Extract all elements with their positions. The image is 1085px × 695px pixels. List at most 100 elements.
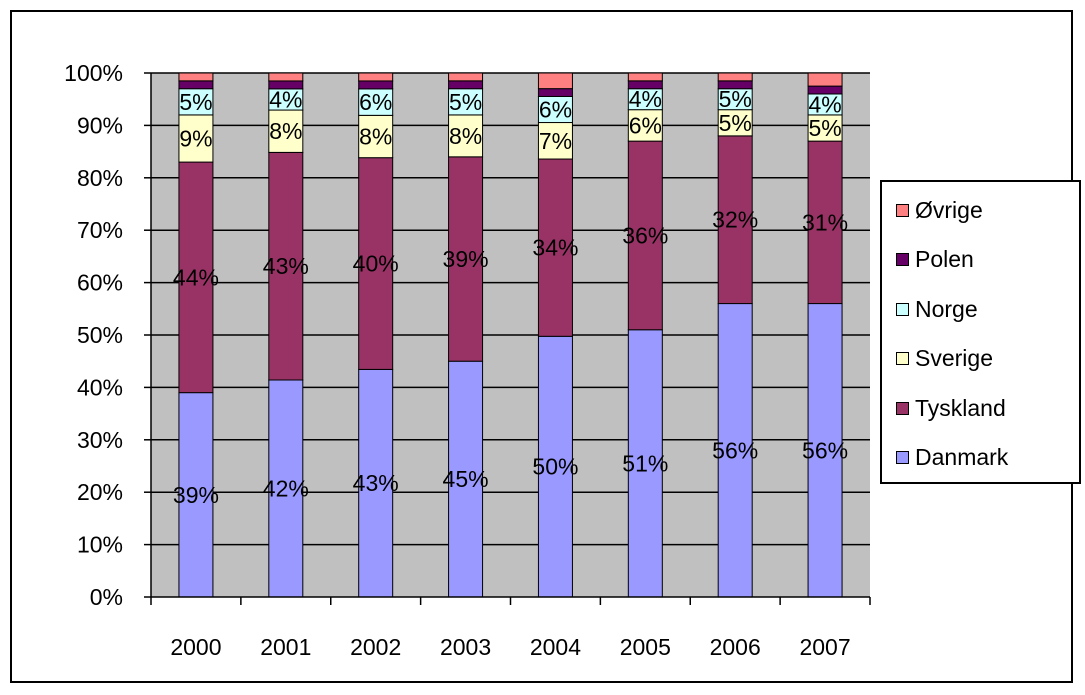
bar-segment-sverige [627,109,663,142]
data-label: 4% [808,91,841,117]
legend: Øvrige Polen Norge Sverige Tyskland Danmark [880,180,1081,484]
bar-segment-danmark [627,329,663,598]
bar-segment-sverige [537,122,573,160]
bar-segment-polen [448,80,484,90]
data-label: 31% [802,209,848,235]
bar-segment-sverige [358,114,394,159]
legend-label: Sverige [915,345,993,371]
x-tick-label: 2006 [710,634,761,660]
x-tick-label: 2002 [350,634,401,660]
data-label: 5% [449,89,482,115]
bar-segment-sverige [448,114,484,158]
data-label: 56% [802,437,848,463]
data-label: 44% [173,264,219,290]
bar-segment-øvrige [537,72,573,90]
y-tick-label: 10% [77,532,123,558]
bar-segment-øvrige [627,72,663,82]
data-label: 6% [359,89,392,115]
legend-label: Danmark [915,444,1009,470]
y-tick-label: 50% [77,322,123,348]
bar-segment-tyskland [268,151,304,381]
legend-item: Norge [896,294,978,324]
data-label: 4% [629,86,662,112]
axes: 0% 10% 20% 30% 40% 50% 60% 70% 80% 90% 100% 2000 200… [64,60,871,660]
legend-swatch [896,352,909,365]
bar-segment-tyskland [178,161,214,394]
bar-segment-danmark [358,368,394,598]
legend-label: Norge [915,295,978,322]
bar-segment-øvrige [807,72,843,87]
data-label: 8% [269,118,302,144]
bar-segment-øvrige [178,72,214,82]
data-label: 9% [179,126,212,152]
data-label: 6% [629,112,662,138]
legend-item: Øvrige [896,195,983,225]
bar-segment-norge [537,95,573,124]
data-label: 5% [719,110,752,136]
bar-segment-øvrige [717,72,753,82]
y-tick-label: 40% [77,374,123,400]
data-label: 56% [712,437,758,463]
bar-segment-tyskland [448,156,484,362]
legend-label: Polen [915,246,974,272]
data-label: 45% [443,466,489,492]
legend-swatch [896,253,909,266]
bar-segment-sverige [807,114,843,142]
data-label: 50% [532,454,578,480]
data-label: 5% [719,86,752,112]
data-label: 34% [532,235,578,261]
bar-segment-øvrige [268,72,304,82]
bar-segment-norge [178,88,214,116]
bar-segment-tyskland [627,140,663,331]
bar-segment-øvrige [358,72,394,82]
data-label: 39% [173,482,219,508]
y-tick-label: 30% [77,427,123,453]
data-label: 8% [449,123,482,149]
legend-label: Tyskland [915,394,1006,421]
bar-segment-norge [358,88,394,116]
y-tick-label: 90% [77,112,123,138]
bar-segment-polen [178,80,214,90]
legend-item: Tyskland [896,393,1006,423]
data-label: 39% [443,246,489,272]
y-tick-label: 70% [77,217,123,243]
data-label: 7% [539,128,572,154]
bar-segment-øvrige [448,72,484,82]
y-tick-label: 20% [77,479,123,505]
data-label: 5% [179,89,212,115]
bar-segment-danmark [268,379,304,598]
data-labels: 39% 44% 9% 5% 42% 43% 8% 4% 43% 40% 8% 6% 45% 39% 8% 5%… [173,86,848,508]
data-label: 43% [263,253,309,279]
legend-item: Sverige [896,344,993,374]
y-tick-label: 0% [90,584,123,610]
x-tick-label: 2000 [170,634,221,660]
bar-segment-tyskland [717,135,753,305]
data-label: 4% [269,86,302,112]
y-tick-label: 60% [77,270,123,296]
bar-segment-polen [358,80,394,90]
legend-label: Øvrige [915,196,983,223]
legend-item: Polen [896,245,974,275]
data-label: 51% [622,450,668,476]
bars [178,72,843,598]
data-label: 32% [712,207,758,233]
x-tick-label: 2001 [260,634,311,660]
legend-swatch [896,302,909,316]
data-label: 43% [353,470,399,496]
bar-segment-danmark [717,303,753,598]
legend-swatch [896,203,909,217]
y-tick-label: 80% [77,165,123,191]
y-tick-label: 100% [64,60,123,86]
legend-swatch [896,451,909,464]
data-label: 36% [622,222,668,248]
bar-segment-polen [537,88,573,97]
bar-segment-danmark [448,360,484,598]
legend-swatch [896,401,909,415]
data-label: 6% [539,96,572,122]
bar-segment-sverige [178,114,214,163]
bar-segment-tyskland [358,157,394,370]
bar-segment-tyskland [807,140,843,305]
legend-item: Danmark [896,443,1008,473]
data-label: 8% [359,124,392,150]
